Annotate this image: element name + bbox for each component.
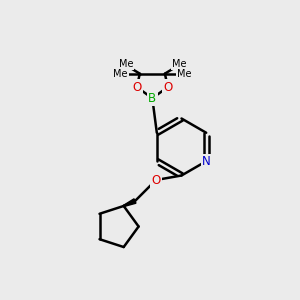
Text: O: O (132, 80, 141, 94)
Text: B: B (148, 92, 156, 105)
Text: Me: Me (118, 58, 133, 69)
Text: O: O (163, 80, 172, 94)
Text: Me: Me (172, 58, 186, 69)
Polygon shape (123, 199, 136, 206)
Text: Me: Me (113, 69, 127, 79)
Text: N: N (202, 155, 211, 168)
Text: O: O (152, 173, 160, 187)
Text: Me: Me (177, 69, 192, 79)
